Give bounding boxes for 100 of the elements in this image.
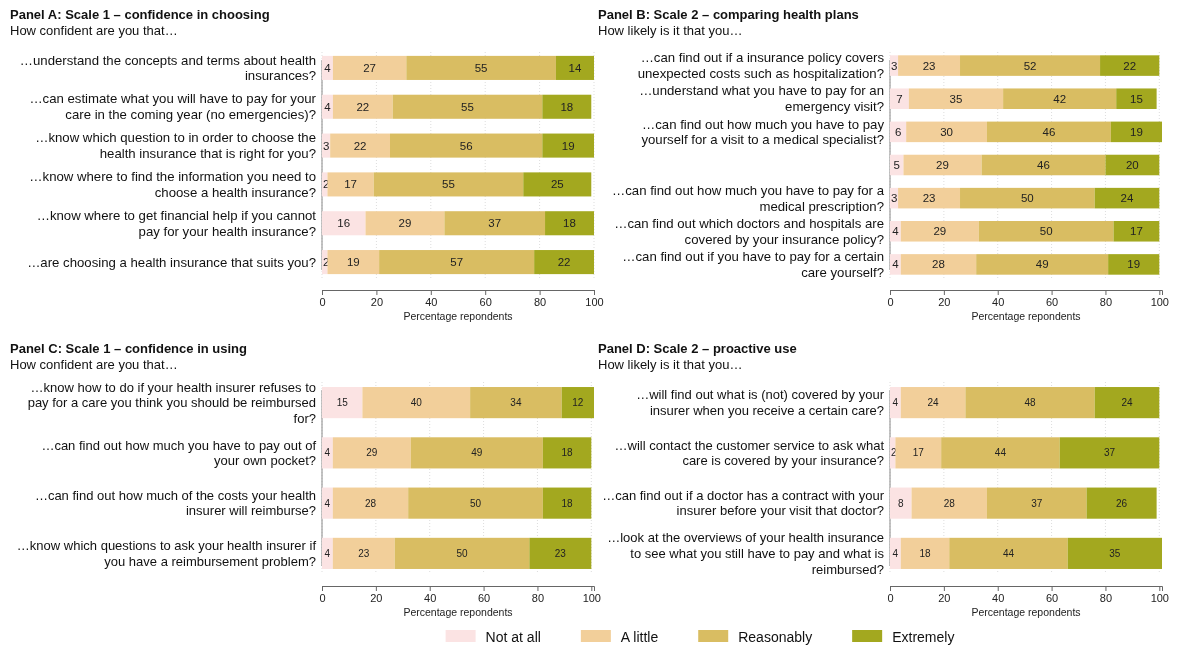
- text: How confident are you that…: [10, 23, 178, 38]
- bar: [1067, 537, 1162, 569]
- y-tick-label: …can find out if you have to pay for a certain care yourself?: [622, 249, 884, 280]
- bar: [322, 437, 333, 469]
- bar: [332, 437, 411, 469]
- data-label: 18: [563, 217, 576, 230]
- bar: [330, 133, 390, 158]
- data-label: 29: [398, 217, 412, 230]
- y-tick-label: …understand the concepts and terms about health insurances?: [19, 52, 316, 84]
- data-label: 18: [919, 547, 932, 559]
- bar: [900, 537, 950, 569]
- x-tick-label: 0: [319, 591, 326, 604]
- data-label: 17: [344, 178, 357, 191]
- data-label: 46: [1042, 125, 1056, 138]
- bar: [392, 94, 543, 119]
- bar: [941, 437, 1060, 469]
- bar: [322, 387, 363, 419]
- data-label: 28: [932, 258, 945, 271]
- data-label: 23: [358, 547, 370, 559]
- bar: [408, 487, 543, 519]
- data-label: 18: [561, 447, 574, 459]
- bar: [390, 133, 543, 158]
- data-label: 55: [461, 100, 474, 113]
- y-tick-label: …understand what you have to pay for an emergency visit?: [639, 83, 884, 115]
- bar: [1113, 221, 1160, 242]
- data-label: 24: [1121, 397, 1133, 409]
- data-label: 2: [891, 447, 897, 459]
- y-tick-label: …look at the overviews of your health insurance to see what you still have to pay and what is reimbursed?: [607, 530, 885, 577]
- bar: [1003, 88, 1117, 109]
- y-tick-label: …can estimate what you will have to pay for your care in the coming year (no emergencies)?: [29, 91, 317, 123]
- x-tick-label: 20: [938, 591, 951, 604]
- bar: [890, 221, 901, 242]
- x-tick-label: 40: [992, 295, 1005, 308]
- data-label: 55: [442, 178, 455, 191]
- bar: [327, 172, 374, 197]
- bar: [362, 387, 471, 419]
- data-label: 48: [1024, 397, 1037, 409]
- y-tick-label: …know which question to in order to choose the health insurance that is right for you?: [35, 130, 316, 162]
- bar: [327, 250, 380, 275]
- data-label: 4: [892, 547, 899, 559]
- x-tick-label: 100: [582, 591, 601, 604]
- y-tick-label: …can find out which doctors and hospitals are covered by your insurance policy?: [614, 215, 884, 247]
- data-label: 37: [488, 217, 502, 230]
- data-label: 37: [1103, 447, 1116, 459]
- bar: [410, 437, 543, 469]
- data-label: 56: [459, 139, 473, 152]
- bar: [890, 254, 901, 275]
- y-tick-label: …can find out how much of the costs your health insurer will reimburse?: [34, 487, 316, 519]
- bar: [379, 250, 535, 275]
- data-label: 40: [410, 397, 423, 409]
- data-label: 50: [1020, 192, 1034, 205]
- data-label: 44: [994, 447, 1007, 459]
- data-label: 42: [1053, 92, 1067, 105]
- text: How confident are you that…: [10, 357, 178, 372]
- data-label: 19: [561, 139, 575, 152]
- bar: [542, 133, 594, 158]
- bar: [949, 537, 1068, 569]
- data-label: 57: [450, 256, 464, 269]
- bar: [1116, 88, 1157, 109]
- bar: [542, 437, 592, 469]
- data-label: 29: [936, 159, 949, 172]
- data-label: 15: [1130, 92, 1143, 105]
- y-tick-label: …will contact the customer service to ask what care is covered by your insurance?: [614, 437, 885, 469]
- bar: [534, 250, 594, 275]
- data-label: 3: [891, 192, 898, 205]
- bar: [908, 88, 1004, 109]
- data-label: 4: [892, 225, 900, 238]
- bar: [900, 254, 977, 275]
- y-tick-label: …will find out what is (not) covered by your insurer when you receive a certain care?: [636, 387, 885, 418]
- data-label: 7: [896, 92, 903, 105]
- data-label: 29: [366, 447, 378, 459]
- data-label: 17: [912, 447, 925, 459]
- bar: [960, 55, 1101, 76]
- x-tick-label: 0: [319, 295, 326, 308]
- x-tick-label: 20: [370, 295, 384, 308]
- x-tick-label: 80: [1099, 295, 1113, 308]
- bar: [898, 55, 961, 76]
- bar: [960, 187, 1095, 209]
- bar: [900, 221, 979, 242]
- data-label: 20: [1125, 159, 1139, 172]
- x-axis-title: Percentage repondents: [403, 606, 513, 618]
- bar: [561, 387, 594, 419]
- data-label: 28: [943, 497, 956, 509]
- data-label: 50: [456, 547, 469, 559]
- data-label: 19: [1130, 125, 1143, 138]
- data-label: 23: [922, 192, 936, 205]
- bar: [444, 211, 546, 236]
- x-tick-label: 0: [887, 591, 894, 604]
- data-label: 34: [510, 397, 522, 409]
- bar: [978, 221, 1114, 242]
- bar: [1110, 121, 1162, 143]
- data-label: 4: [324, 61, 332, 74]
- data-label: 37: [1031, 497, 1043, 509]
- y-tick-label: …can find out how much you have to pay for a medical prescription?: [612, 182, 885, 214]
- bar: [1108, 254, 1160, 275]
- bar: [1105, 154, 1160, 176]
- bar: [890, 88, 909, 109]
- bar: [981, 154, 1106, 176]
- bar: [332, 487, 409, 519]
- data-label: 3: [891, 59, 898, 72]
